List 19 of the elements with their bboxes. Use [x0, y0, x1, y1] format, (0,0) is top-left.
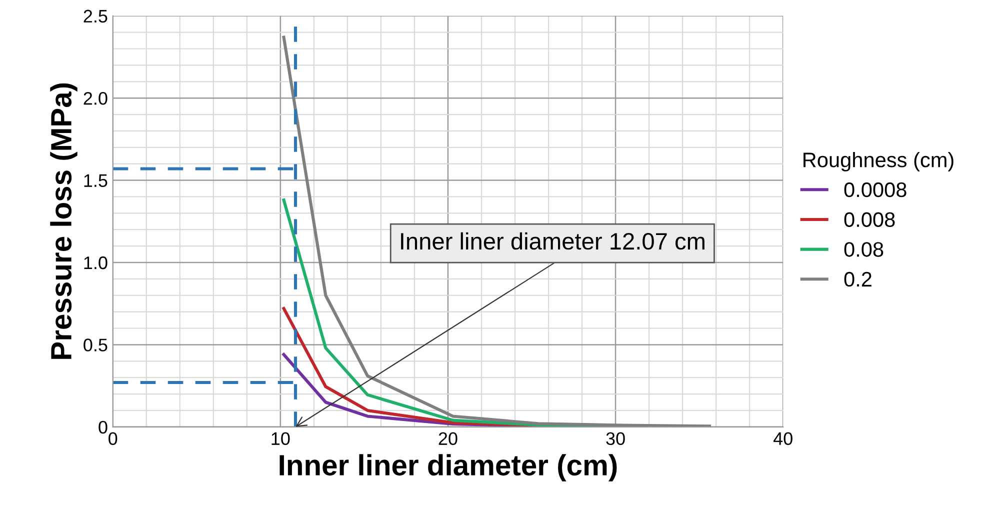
- annotation: Inner liner diameter 12.07 cm: [401, 232, 704, 250]
- legend-label: 0.008: [844, 212, 895, 227]
- x-axis-title: Inner liner diameter (cm): [280, 454, 617, 482]
- x-tick-label: 20: [438, 432, 458, 446]
- y-axis-title: Pressure loss (MPa): [50, 83, 78, 359]
- x-tick-label: 10: [272, 432, 290, 446]
- x-tick-label: 40: [773, 432, 792, 446]
- x-tick-label: 30: [606, 432, 625, 446]
- y-tick-label: 0.5: [84, 338, 108, 352]
- y-tick-label: 1.5: [84, 174, 108, 188]
- legend-label: 0.08: [844, 242, 884, 257]
- legend-title: Roughness (cm): [804, 152, 954, 172]
- legend-label: 0.0008: [844, 182, 906, 198]
- x-tick-label: 0: [108, 432, 118, 446]
- y-tick-label: 2.5: [84, 10, 108, 23]
- y-tick-label: 0: [98, 420, 108, 434]
- y-tick-label: 1.0: [84, 256, 108, 270]
- legend-label: 0.2: [844, 272, 872, 287]
- y-tick-label: 2.0: [84, 92, 108, 105]
